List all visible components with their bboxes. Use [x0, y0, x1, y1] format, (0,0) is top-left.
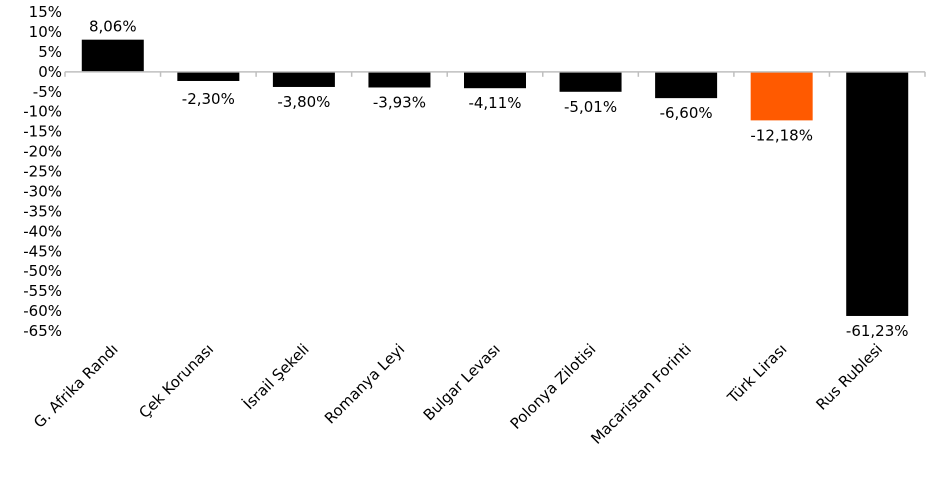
x-tick-label: Bulgar Levası: [420, 340, 504, 424]
x-tick-label: G. Afrika Randı: [30, 340, 121, 431]
y-tick-label: -65%: [23, 322, 62, 340]
bar: [81, 39, 144, 72]
x-tick-label: Çek Korunası: [135, 340, 217, 422]
y-tick-label: 15%: [29, 3, 62, 21]
bar: [368, 71, 431, 88]
bar: [846, 71, 909, 316]
y-tick-label: -55%: [23, 282, 62, 300]
data-label: -2,30%: [182, 90, 235, 108]
data-label: 8,06%: [89, 18, 137, 36]
bar: [750, 71, 813, 121]
bar: [272, 71, 335, 87]
y-tick-label: -35%: [23, 202, 62, 220]
y-tick-label: -50%: [23, 262, 62, 280]
data-label: -4,11%: [468, 94, 521, 112]
y-tick-label: 10%: [29, 23, 62, 41]
y-tick-label: 5%: [38, 43, 62, 61]
y-tick-label: -15%: [23, 123, 62, 141]
bar: [177, 71, 240, 81]
bar: [559, 71, 622, 92]
data-label: -12,18%: [750, 126, 813, 144]
y-tick-label: -25%: [23, 163, 62, 181]
y-tick-label: -30%: [23, 182, 62, 200]
data-label: -3,93%: [373, 93, 426, 111]
bar: [464, 71, 526, 89]
bar: [655, 71, 718, 99]
bars: [81, 39, 909, 316]
y-tick-label: -10%: [23, 103, 62, 121]
y-tick-label: -45%: [23, 242, 62, 260]
y-tick-label: 0%: [38, 63, 62, 81]
y-tick-label: -40%: [23, 222, 62, 240]
data-label: -5,01%: [564, 98, 617, 116]
zero-axis: [64, 71, 926, 77]
x-tick-label: Romanya Leyi: [321, 340, 408, 427]
data-labels: 8,06% -2,30% -3,80% -3,93% -4,11% -5,01% -6,60…: [89, 18, 909, 340]
x-tick-label: İsrail Şekeli: [239, 339, 313, 413]
y-tick-label: -60%: [23, 302, 62, 320]
y-tick-label: -5%: [33, 83, 62, 101]
data-label: -3,80%: [277, 93, 330, 111]
y-axis: 15% 10% 5% 0% -5% -10% -15% -20% -25%-30% -35% -40…: [23, 3, 62, 340]
data-label: -61,23%: [846, 322, 909, 340]
x-tick-label: Polonya Zilotisi: [507, 340, 600, 433]
x-axis-labels: G. Afrika Randı Çek Korunası İsrail Şekeli…: [30, 339, 886, 447]
data-label: -6,60%: [660, 104, 713, 122]
x-tick-label: Macaristan Forinti: [587, 340, 695, 448]
y-tick-label: -20%: [23, 143, 62, 161]
x-tick-label: Türk Lirası: [723, 340, 790, 407]
x-tick-label: Rus Rublesi: [813, 340, 887, 414]
